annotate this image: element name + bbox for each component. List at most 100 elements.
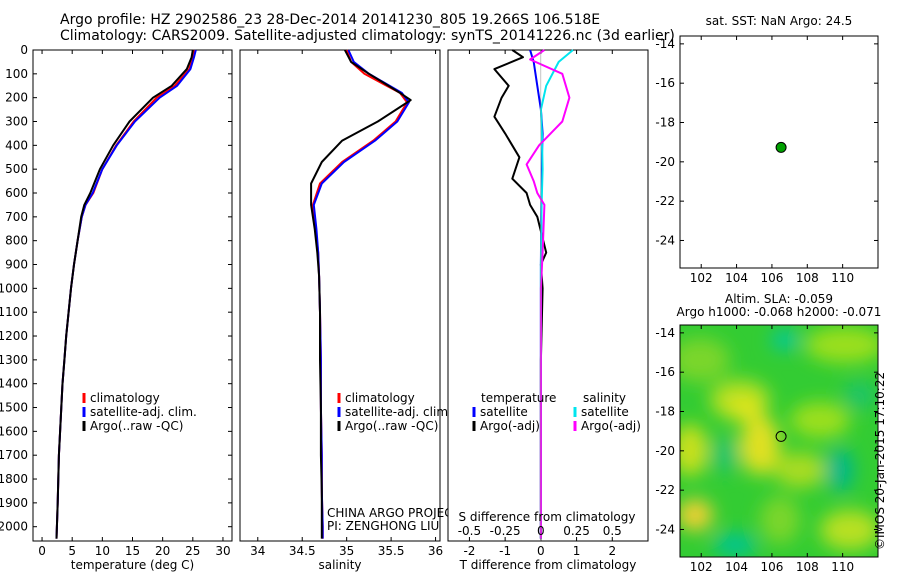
argo-position-marker — [775, 141, 787, 153]
sla-heatmap-cell — [771, 330, 799, 350]
y-tick-label: -16 — [655, 76, 675, 90]
sst-map-panel: 102 104 106 108 110 -14 -16 -18 -20 -22 -24 sat. SS… — [655, 14, 879, 285]
y-tick-label: -22 — [655, 194, 675, 208]
x-tick-label: 0 — [38, 544, 46, 558]
legend-title-salinity: salinity — [583, 391, 626, 405]
sla-heatmap-cells — [680, 327, 878, 557]
sla-heatmap-cell — [760, 496, 800, 544]
x-tick-label: 2 — [608, 544, 616, 558]
x-tick-label: 34 — [250, 544, 265, 558]
y-tick-label: 1500 — [0, 401, 28, 415]
sla-title-line-2: Argo h1000: -0.068 h2000: -0.071 — [677, 305, 882, 319]
x-tick-label: 10 — [95, 544, 110, 558]
salinity-panel: 34 34.5 35 35.5 36 salinity climatologysatelli… — [239, 49, 461, 572]
x-tick-label: 102 — [690, 271, 713, 285]
y-tick-label: 200 — [5, 91, 28, 105]
s-tick-label: 0 — [537, 524, 545, 538]
legend-entry: Argo(-adj) — [480, 419, 540, 433]
y-tick-label: 1900 — [0, 496, 28, 510]
s-axis-label: S difference from climatology — [459, 510, 636, 524]
y-tick-label: 1200 — [0, 329, 28, 343]
y-tick-label: 300 — [5, 115, 28, 129]
y-tick-label: 1000 — [0, 281, 28, 295]
series-line-argo-adj- — [493, 49, 548, 539]
difference-panel: -2 -1 0 1 2T difference from climatology -0.5… — [447, 49, 649, 572]
sst-title: sat. SST: NaN Argo: 24.5 — [706, 14, 853, 28]
x-tick-label: 25 — [185, 544, 200, 558]
y-tick-label: 2000 — [0, 520, 28, 534]
y-tick-label: 100 — [5, 67, 28, 81]
x-tick-label: 104 — [725, 271, 748, 285]
s-tick-label: -0.5 — [458, 524, 481, 538]
legend-title-temperature: temperature — [481, 391, 556, 405]
x-tick-label: 102 — [690, 560, 713, 574]
x-tick-label: 15 — [125, 544, 140, 558]
series-line-argo-raw-qc- — [55, 49, 194, 539]
sla-heatmap-cell — [680, 499, 713, 531]
x-tick-label: 0 — [537, 544, 545, 558]
x-tick-label: 1 — [573, 544, 581, 558]
sla-heatmap-cell — [713, 533, 757, 557]
imos-timestamp: ©IMOS 20-Jan-2015 17:10:22 — [873, 371, 887, 550]
x-tick-label: 36 — [428, 544, 443, 558]
series-line-argo-adj- — [525, 49, 571, 539]
x-tick-label: -1 — [499, 544, 511, 558]
x-tick-label: 108 — [796, 271, 819, 285]
sla-heatmap-cell — [844, 381, 876, 409]
x-tick-label: 20 — [155, 544, 170, 558]
sla-heatmap-cell — [711, 437, 739, 473]
sla-heatmap-cell — [680, 338, 730, 382]
x-axis-label: T difference from climatology — [459, 558, 637, 572]
sla-heatmap-cell — [740, 415, 780, 475]
sla-heatmap-cell — [680, 424, 708, 476]
y-tick-label: 1100 — [0, 305, 28, 319]
y-tick-label: -16 — [655, 365, 675, 379]
salinity-annotation-line-2: PI: ZENGHONG LIU — [327, 519, 439, 533]
legend-entry: satellite-adj. clim. — [345, 405, 452, 419]
y-tick-label: 1300 — [0, 353, 28, 367]
x-tick-label: -2 — [463, 544, 475, 558]
x-axis-label: salinity — [318, 558, 361, 572]
x-tick-label: 5 — [68, 544, 76, 558]
x-tick-label: 30 — [215, 544, 230, 558]
y-tick-label: 500 — [5, 162, 28, 176]
y-tick-label: 1700 — [0, 448, 28, 462]
sla-heatmap-cell — [790, 402, 850, 438]
y-tick-label: -20 — [655, 155, 675, 169]
y-tick-label: -20 — [655, 444, 675, 458]
y-tick-label: 800 — [5, 234, 28, 248]
legend-entry: climatology — [345, 391, 415, 405]
y-tick-label: -14 — [655, 326, 675, 340]
x-tick-label: 106 — [760, 271, 783, 285]
y-tick-label: 600 — [5, 186, 28, 200]
sla-heatmap — [680, 325, 878, 557]
y-tick-label: 700 — [5, 210, 28, 224]
legend-entry: satellite — [581, 405, 629, 419]
s-tick-label: 0.25 — [563, 524, 590, 538]
legend-entry: satellite-adj. clim. — [90, 405, 197, 419]
y-tick-label: 900 — [5, 258, 28, 272]
x-tick-label: 104 — [725, 560, 748, 574]
y-tick-label: -22 — [655, 483, 675, 497]
y-tick-label: 400 — [5, 138, 28, 152]
plot-frame — [32, 49, 233, 542]
sla-title-line-1: Altim. SLA: -0.059 — [725, 292, 833, 306]
map-frame — [679, 324, 879, 558]
argo-position-marker — [775, 430, 787, 442]
plot-frame — [447, 49, 649, 542]
sla-heatmap-cell — [805, 327, 878, 363]
y-tick-label: -18 — [655, 116, 675, 130]
y-tick-label: 1800 — [0, 472, 28, 486]
y-tick-label: -14 — [655, 37, 675, 51]
chart-title-line-1: Argo profile: HZ 2902586_23 28-Dec-2014 … — [60, 12, 601, 28]
sla-heatmap-cell — [774, 452, 826, 488]
y-tick-label: -18 — [655, 405, 675, 419]
y-tick-label: 1400 — [0, 377, 28, 391]
legend-entry: Argo(..raw -QC) — [90, 419, 183, 433]
series-line-argo-raw-qc- — [310, 49, 412, 539]
x-tick-label: 35 — [339, 544, 354, 558]
y-tick-label: -24 — [655, 233, 675, 247]
x-tick-label: 108 — [796, 560, 819, 574]
y-tick-label: 0 — [20, 43, 28, 57]
